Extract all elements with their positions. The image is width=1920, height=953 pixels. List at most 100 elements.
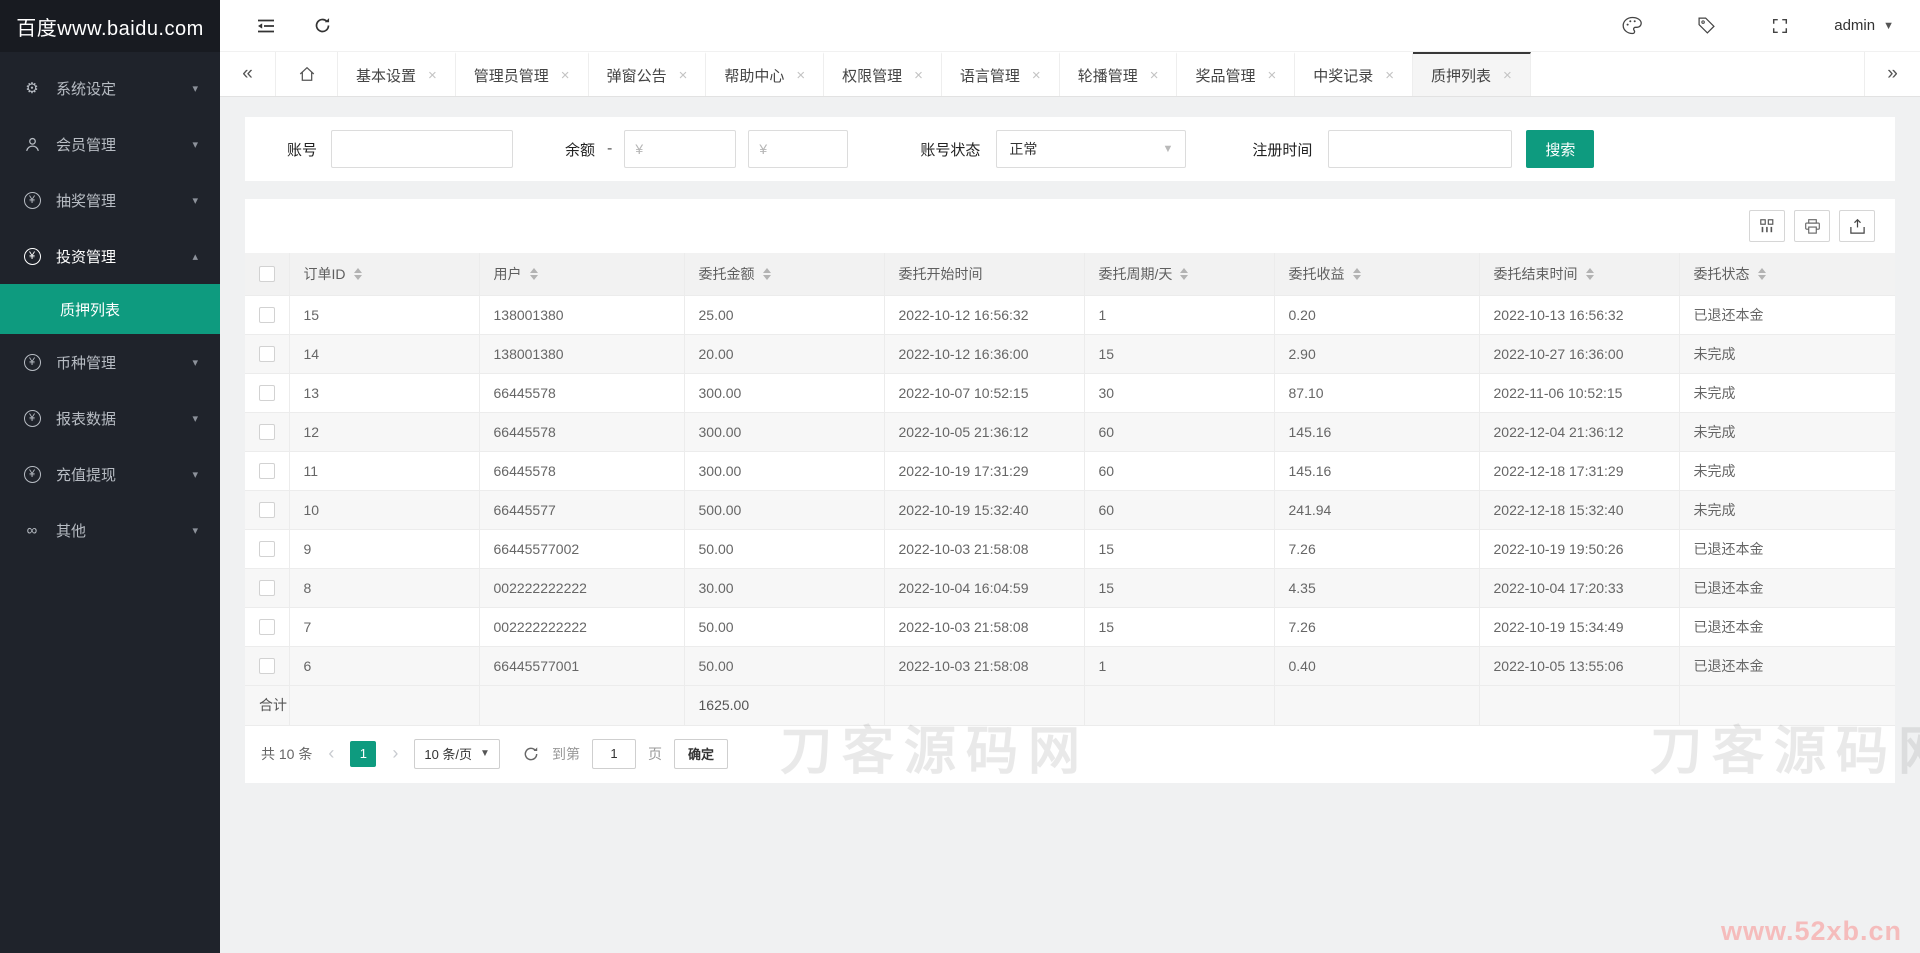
- tab-item[interactable]: 奖品管理 ×: [1177, 52, 1296, 96]
- tab-item[interactable]: 语言管理 ×: [942, 52, 1060, 96]
- row-checkbox[interactable]: [258, 346, 275, 363]
- table-row: 7 002222222222 50.00 2022-10-03 21:58:08…: [245, 607, 1895, 647]
- cell-user: 002222222222: [479, 607, 685, 647]
- row-checkbox[interactable]: [258, 658, 275, 675]
- cell-order-id: 15: [289, 295, 480, 335]
- search-button[interactable]: 搜索: [1526, 130, 1595, 168]
- sidebar-item-other[interactable]: ∞ 其他 ▾: [0, 502, 220, 558]
- print-button[interactable]: [1794, 210, 1830, 242]
- row-checkbox[interactable]: [258, 307, 275, 324]
- columns-filter-button[interactable]: [1749, 210, 1785, 242]
- cell-income: 7.26: [1274, 529, 1480, 569]
- fullscreen-icon[interactable]: [1760, 6, 1800, 46]
- prev-page-icon[interactable]: ‹: [328, 743, 335, 763]
- col-status: 委托状态: [1693, 265, 1750, 282]
- register-time-label: 注册时间: [1252, 141, 1313, 159]
- tab-item[interactable]: 帮助中心 ×: [706, 52, 825, 96]
- tab-item[interactable]: 管理员管理 ×: [456, 52, 589, 96]
- tabs-scroll-left-icon[interactable]: «: [220, 52, 276, 96]
- sidebar-item-deposit-withdraw[interactable]: ¥ 充值提现 ▾: [0, 446, 220, 502]
- status-select[interactable]: 正常 ▼: [996, 130, 1187, 168]
- cell-end-time: 2022-10-04 17:20:33: [1479, 568, 1680, 608]
- home-icon[interactable]: [276, 52, 338, 96]
- balance-max-input[interactable]: [748, 130, 849, 168]
- cell-end-time: 2022-10-05 13:55:06: [1479, 646, 1680, 686]
- current-page-button[interactable]: 1: [350, 740, 377, 767]
- sidebar-item-pledge-list[interactable]: 质押列表: [0, 284, 220, 334]
- tab-item[interactable]: 弹窗公告 ×: [589, 52, 707, 96]
- cell-period: 1: [1084, 295, 1275, 335]
- row-checkbox[interactable]: [258, 580, 275, 597]
- cell-income: 145.16: [1274, 451, 1480, 491]
- cell-user: 138001380: [479, 334, 685, 374]
- sidebar-item-investment[interactable]: ¥ 投资管理 ▴: [0, 228, 220, 284]
- sidebar-item-currency[interactable]: ¥ 币种管理 ▾: [0, 334, 220, 390]
- cell-period: 15: [1084, 334, 1275, 374]
- close-icon[interactable]: ×: [1385, 66, 1395, 84]
- select-all-checkbox[interactable]: [258, 266, 275, 283]
- chevron-down-icon: ▾: [192, 468, 198, 481]
- row-checkbox[interactable]: [258, 463, 275, 480]
- register-time-input[interactable]: [1328, 130, 1513, 168]
- sidebar-item-reports[interactable]: ¥ 报表数据 ▾: [0, 390, 220, 446]
- sidebar-item-label: 系统设定: [56, 80, 117, 98]
- row-checkbox[interactable]: [258, 502, 275, 519]
- tab-item[interactable]: 质押列表 ×: [1413, 52, 1531, 96]
- cell-end-time: 2022-12-04 21:36:12: [1479, 412, 1680, 452]
- tab-label: 弹窗公告: [606, 67, 667, 85]
- next-page-icon[interactable]: ›: [392, 743, 399, 763]
- row-checkbox[interactable]: [258, 385, 275, 402]
- cell-income: 0.40: [1274, 646, 1480, 686]
- refresh-icon[interactable]: [302, 6, 342, 46]
- total-amount: 1625.00: [684, 685, 885, 726]
- close-icon[interactable]: ×: [1031, 66, 1041, 84]
- tab-item[interactable]: 权限管理 ×: [824, 52, 942, 96]
- sort-icon[interactable]: [1180, 267, 1189, 280]
- account-input[interactable]: [331, 130, 514, 168]
- pagination-refresh-icon[interactable]: [522, 745, 540, 763]
- sidebar-item-lottery[interactable]: ¥ 抽奖管理 ▾: [0, 172, 220, 228]
- close-icon[interactable]: ×: [796, 66, 806, 84]
- row-checkbox[interactable]: [258, 619, 275, 636]
- table-row: 9 66445577002 50.00 2022-10-03 21:58:08 …: [245, 529, 1895, 569]
- gear-icon: ⚙: [25, 80, 39, 97]
- sort-icon[interactable]: [762, 267, 771, 280]
- sort-icon[interactable]: [529, 267, 538, 280]
- tab-item[interactable]: 轮播管理 ×: [1060, 52, 1178, 96]
- table-card: 订单ID 用户 委托金额 委托开始时间 委托周期/天 委托收益 委托结束时间 委…: [245, 199, 1895, 783]
- close-icon[interactable]: ×: [428, 66, 437, 84]
- row-checkbox[interactable]: [258, 424, 275, 441]
- sidebar-toggle-icon[interactable]: [246, 6, 286, 46]
- sidebar-item-members[interactable]: 会员管理 ▾: [0, 116, 220, 172]
- col-user: 用户: [493, 265, 522, 282]
- sort-icon[interactable]: [1757, 267, 1766, 280]
- close-icon[interactable]: ×: [1503, 66, 1512, 84]
- close-icon[interactable]: ×: [1149, 66, 1159, 84]
- row-checkbox[interactable]: [258, 541, 275, 558]
- close-icon[interactable]: ×: [678, 66, 688, 84]
- close-icon[interactable]: ×: [1267, 66, 1277, 84]
- table-row: 14 138001380 20.00 2022-10-12 16:36:00 1…: [245, 334, 1895, 374]
- sort-icon[interactable]: [1352, 267, 1361, 280]
- sort-icon[interactable]: [1585, 267, 1594, 280]
- close-icon[interactable]: ×: [560, 66, 570, 84]
- sort-icon[interactable]: [353, 267, 362, 280]
- cell-period: 30: [1084, 373, 1275, 413]
- page-size-value: 10 条/页: [424, 747, 473, 762]
- goto-page-input[interactable]: [591, 738, 636, 769]
- page-size-select[interactable]: 10 条/页 ▼: [414, 738, 500, 769]
- tabs-scroll-right-icon[interactable]: »: [1864, 52, 1920, 96]
- balance-min-input[interactable]: [624, 130, 737, 168]
- tab-item[interactable]: 中奖记录 ×: [1295, 52, 1414, 96]
- tab-label: 中奖记录: [1313, 67, 1374, 85]
- tag-icon[interactable]: [1686, 6, 1726, 46]
- export-button[interactable]: [1839, 210, 1875, 242]
- goto-confirm-button[interactable]: 确定: [673, 738, 728, 769]
- user-menu[interactable]: admin ▼: [1834, 17, 1894, 34]
- tab-item[interactable]: 基本设置 ×: [338, 52, 456, 96]
- sidebar-item-label: 其他: [56, 522, 87, 540]
- sidebar-item-system-settings[interactable]: ⚙ 系统设定 ▾: [0, 60, 220, 116]
- cell-amount: 300.00: [684, 373, 885, 413]
- theme-palette-icon[interactable]: [1612, 6, 1652, 46]
- close-icon[interactable]: ×: [914, 66, 923, 84]
